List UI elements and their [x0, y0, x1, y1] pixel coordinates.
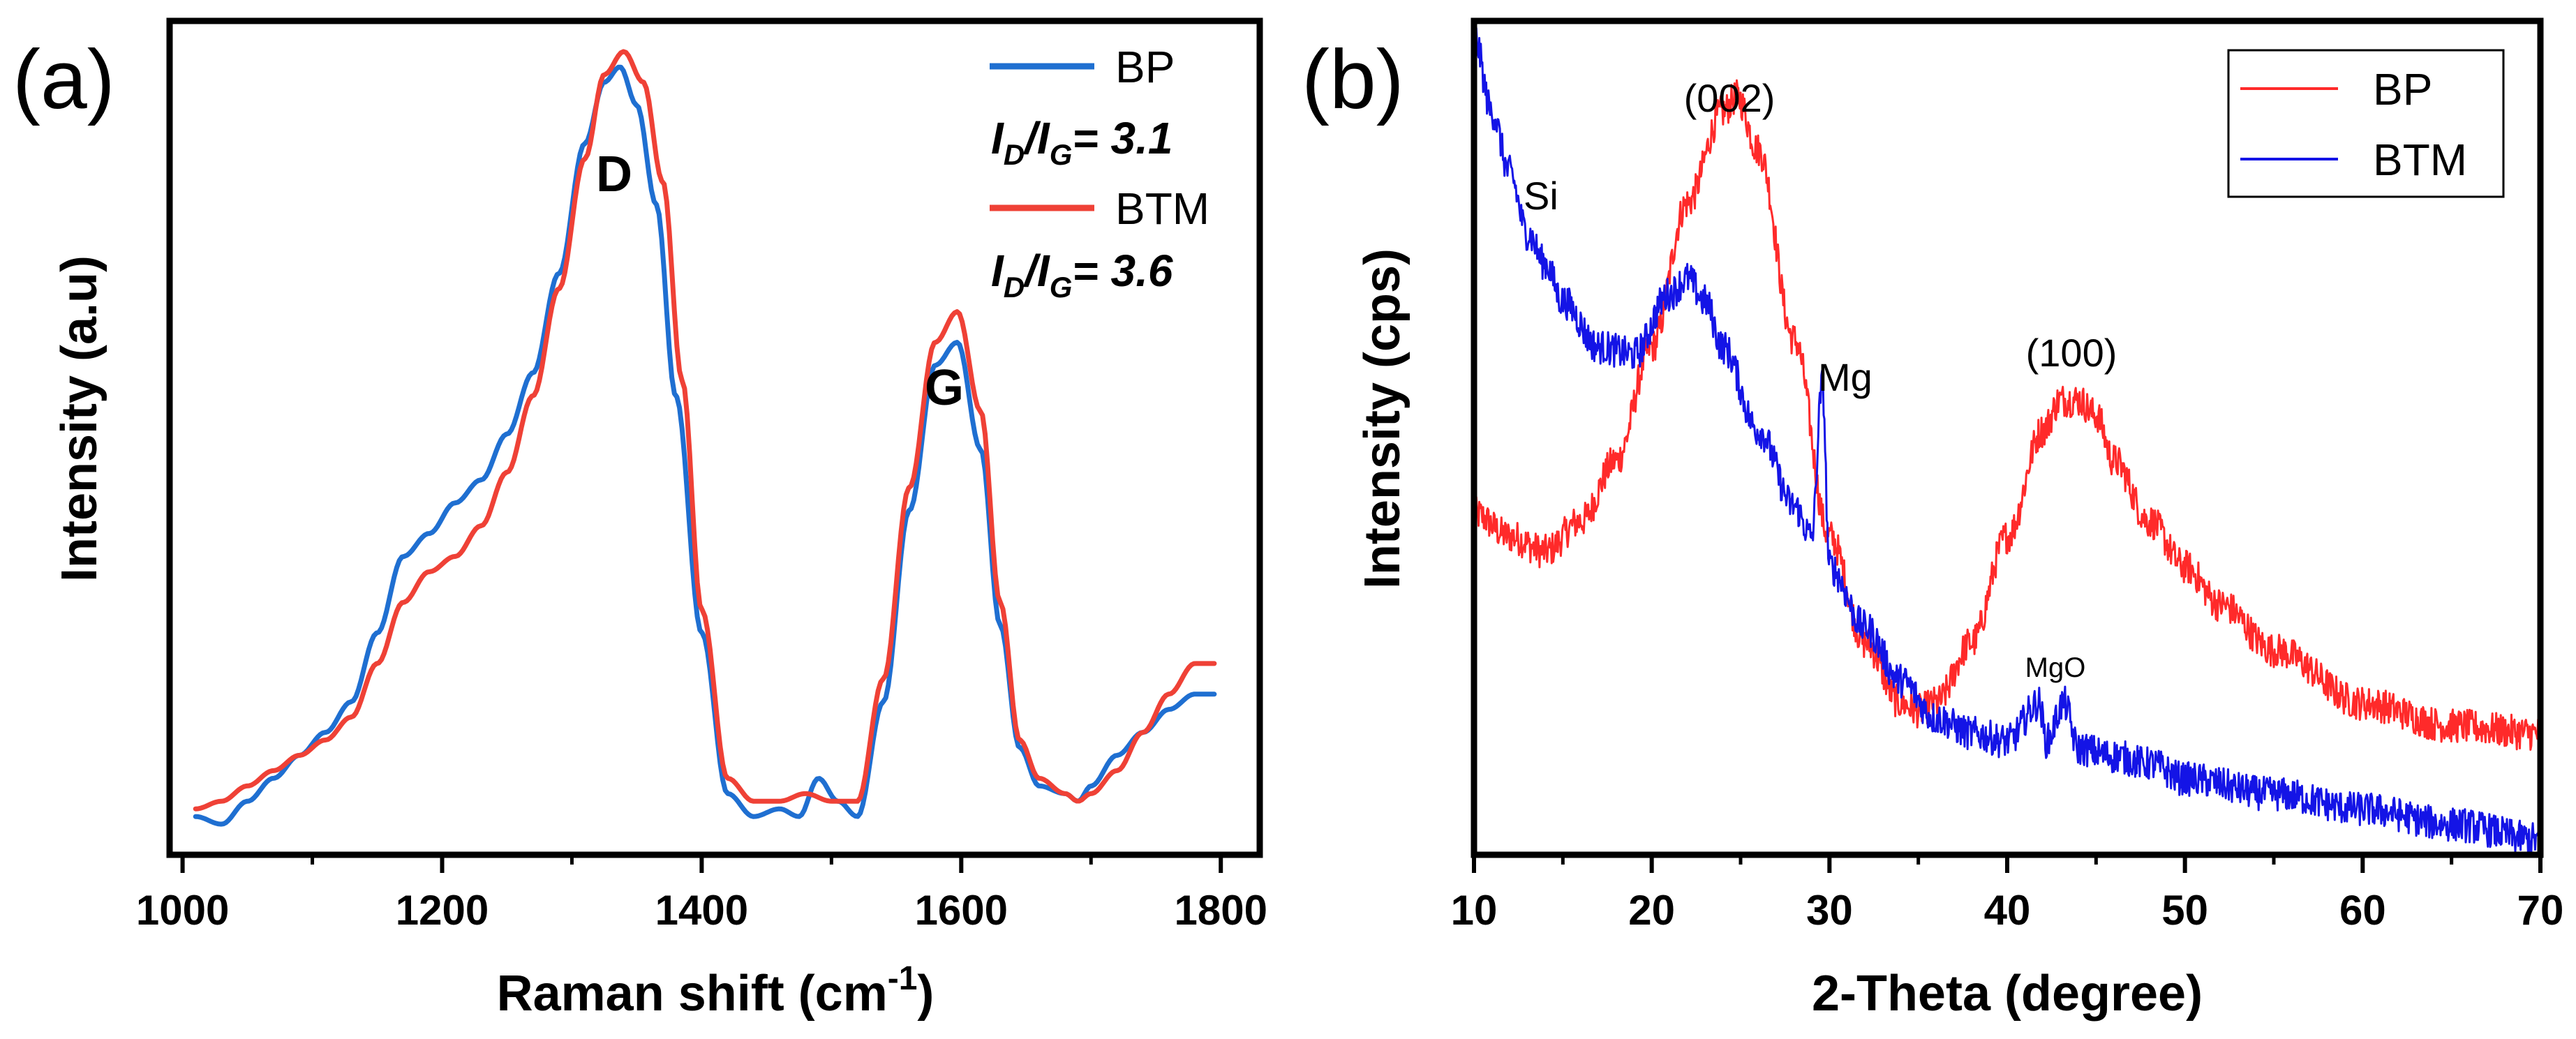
- raman-x-title-sup: -1: [888, 960, 918, 997]
- xrd-series-bp-line: [1473, 79, 2542, 751]
- xrd-x-tick-label: 30: [1806, 887, 1853, 934]
- xrd-chart: (b) 10 20 30 40 50 60 70 2-Theta (degree) Inte…: [1302, 17, 2564, 1022]
- ratio-bp-sub-g: G: [1050, 138, 1073, 171]
- raman-x-tick-label: 1000: [136, 887, 229, 934]
- panel-a-label: (a): [13, 33, 115, 126]
- peak-mgo-label: MgO: [2025, 652, 2086, 683]
- raman-x-axis-title: Raman shift (cm-1): [497, 960, 935, 1022]
- legend-bp-label: BP: [1115, 42, 1175, 92]
- peak-si-label: Si: [1524, 174, 1558, 218]
- raman-plot-frame: [166, 17, 1263, 858]
- legend-btm-label: BTM: [1115, 184, 1209, 234]
- xrd-x-tick-label: 40: [1984, 887, 2031, 934]
- ratio-btm-sub-g: G: [1050, 271, 1073, 304]
- peak-g-label: G: [925, 360, 964, 416]
- xrd-x-tick-label: 70: [2517, 887, 2564, 934]
- raman-series-bp-line: [193, 64, 1217, 827]
- xrd-x-tick-label: 50: [2161, 887, 2208, 934]
- ratio-btm-sub-d: D: [1004, 271, 1025, 304]
- raman-chart: (a) 1000 1200 1400 1600 1800 Raman shift (cm…: [13, 17, 1267, 1022]
- xrd-legend: BP BTM: [2227, 49, 2505, 198]
- raman-y-axis-title: Intensity (a.u): [52, 255, 107, 582]
- legend-bp-label: BP: [2373, 64, 2432, 114]
- ratio-bp: ID/IG= 3.1: [991, 113, 1172, 171]
- ratio-btm-i: I: [991, 246, 1004, 296]
- raman-series-group: [193, 49, 1217, 827]
- raman-x-title-main: Raman shift (cm: [497, 966, 888, 1022]
- raman-x-title-close: ): [917, 966, 934, 1022]
- raman-legend: BP ID/IG= 3.1 BTM ID/IG= 3.6: [990, 42, 1209, 304]
- xrd-x-tick-label: 60: [2339, 887, 2386, 934]
- peak-002-label: (002): [1684, 76, 1775, 120]
- raman-x-tick-label: 1200: [396, 887, 489, 934]
- peak-d-label: D: [596, 147, 632, 202]
- xrd-x-ticks: 10 20 30 40 50 60 70: [1451, 855, 2564, 934]
- xrd-series-group: [1473, 25, 2542, 855]
- raman-series-btm-line: [193, 49, 1217, 812]
- xrd-y-axis-title: Intensity (cps): [1355, 248, 1410, 589]
- ratio-bp-slash: /I: [1022, 113, 1050, 163]
- ratio-bp-value: = 3.1: [1072, 113, 1172, 163]
- ratio-btm-slash: /I: [1022, 246, 1050, 296]
- raman-x-tick-label: 1800: [1174, 887, 1267, 934]
- xrd-series-btm-line: [1473, 25, 2542, 855]
- xrd-x-tick-label: 10: [1451, 887, 1498, 934]
- legend-btm-label: BTM: [2373, 135, 2467, 185]
- raman-x-tick-label: 1600: [915, 887, 1008, 934]
- ratio-btm-value: = 3.6: [1072, 246, 1173, 296]
- panel-b-label: (b): [1302, 33, 1404, 126]
- ratio-btm: ID/IG= 3.6: [991, 246, 1173, 304]
- peak-mg-label: Mg: [1818, 355, 1873, 399]
- ratio-bp-i: I: [991, 113, 1004, 163]
- peak-100-label: (100): [2026, 331, 2117, 375]
- raman-x-ticks: 1000 1200 1400 1600 1800: [136, 855, 1267, 934]
- xrd-x-tick-label: 20: [1628, 887, 1675, 934]
- xrd-legend-box: [2227, 49, 2505, 198]
- ratio-bp-sub-d: D: [1004, 138, 1025, 171]
- xrd-x-axis-title: 2-Theta (degree): [1812, 966, 2203, 1022]
- raman-x-tick-label: 1400: [655, 887, 748, 934]
